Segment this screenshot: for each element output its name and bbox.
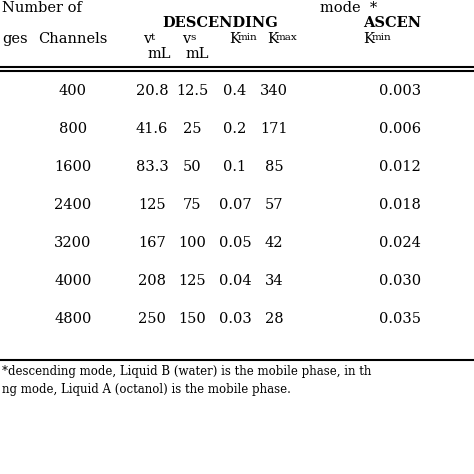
Text: max: max — [276, 33, 298, 42]
Text: 125: 125 — [178, 274, 206, 288]
Text: 0.4: 0.4 — [223, 84, 246, 98]
Text: 57: 57 — [265, 198, 283, 212]
Text: 400: 400 — [59, 84, 87, 98]
Text: 42: 42 — [265, 236, 283, 250]
Text: 167: 167 — [138, 236, 166, 250]
Text: 208: 208 — [138, 274, 166, 288]
Text: 4000: 4000 — [55, 274, 91, 288]
Text: min: min — [238, 33, 258, 42]
Text: K: K — [229, 32, 240, 46]
Text: 34: 34 — [264, 274, 283, 288]
Text: 0.006: 0.006 — [379, 122, 421, 136]
Text: 20.8: 20.8 — [136, 84, 168, 98]
Text: s: s — [190, 33, 195, 42]
Text: 50: 50 — [182, 160, 201, 174]
Text: ges: ges — [2, 32, 27, 46]
Text: 25: 25 — [183, 122, 201, 136]
Text: 85: 85 — [264, 160, 283, 174]
Text: 12.5: 12.5 — [176, 84, 208, 98]
Text: 83.3: 83.3 — [136, 160, 168, 174]
Text: *descending mode, Liquid B (water) is the mobile phase, in th: *descending mode, Liquid B (water) is th… — [2, 365, 371, 378]
Text: 1600: 1600 — [55, 160, 91, 174]
Text: 3200: 3200 — [55, 236, 91, 250]
Text: 0.2: 0.2 — [223, 122, 246, 136]
Text: mL: mL — [148, 47, 172, 61]
Text: 0.07: 0.07 — [219, 198, 251, 212]
Text: 150: 150 — [178, 312, 206, 326]
Text: mL: mL — [186, 47, 210, 61]
Text: mode  *: mode * — [320, 1, 377, 15]
Text: ng mode, Liquid A (octanol) is the mobile phase.: ng mode, Liquid A (octanol) is the mobil… — [2, 383, 291, 396]
Text: K: K — [363, 32, 374, 46]
Text: 0.035: 0.035 — [379, 312, 421, 326]
Text: 28: 28 — [264, 312, 283, 326]
Text: v: v — [182, 32, 190, 46]
Text: 340: 340 — [260, 84, 288, 98]
Text: 0.03: 0.03 — [219, 312, 251, 326]
Text: 125: 125 — [138, 198, 166, 212]
Text: 0.04: 0.04 — [219, 274, 251, 288]
Text: 0.1: 0.1 — [223, 160, 246, 174]
Text: t: t — [151, 33, 155, 42]
Text: Number of: Number of — [2, 1, 82, 15]
Text: 0.030: 0.030 — [379, 274, 421, 288]
Text: 0.003: 0.003 — [379, 84, 421, 98]
Text: 0.018: 0.018 — [379, 198, 421, 212]
Text: 41.6: 41.6 — [136, 122, 168, 136]
Text: 800: 800 — [59, 122, 87, 136]
Text: 75: 75 — [183, 198, 201, 212]
Text: 0.024: 0.024 — [379, 236, 421, 250]
Text: 0.012: 0.012 — [379, 160, 421, 174]
Text: min: min — [372, 33, 392, 42]
Text: 171: 171 — [260, 122, 288, 136]
Text: 2400: 2400 — [55, 198, 91, 212]
Text: 4800: 4800 — [55, 312, 91, 326]
Text: 100: 100 — [178, 236, 206, 250]
Text: v: v — [143, 32, 151, 46]
Text: ASCEN: ASCEN — [363, 16, 421, 30]
Text: 0.05: 0.05 — [219, 236, 251, 250]
Text: DESCENDING: DESCENDING — [162, 16, 278, 30]
Text: K: K — [267, 32, 278, 46]
Text: 250: 250 — [138, 312, 166, 326]
Text: Channels: Channels — [38, 32, 108, 46]
